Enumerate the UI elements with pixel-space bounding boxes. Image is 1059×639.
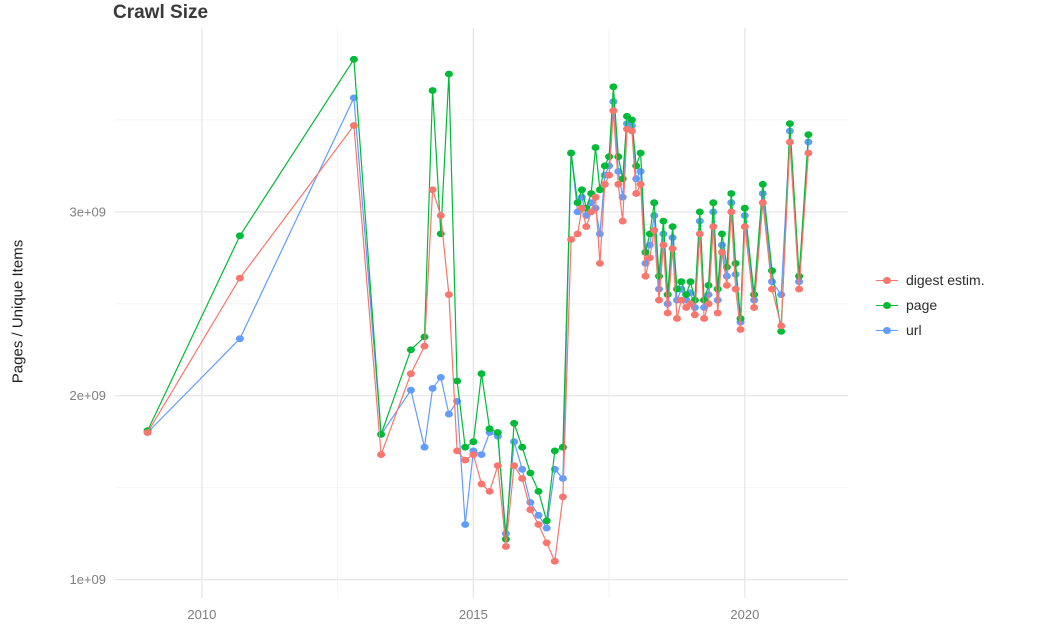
svg-text:1e+09: 1e+09 — [69, 572, 106, 587]
svg-text:2020: 2020 — [730, 607, 759, 622]
legend-item-page: page — [876, 297, 985, 313]
legend-key-dot-digest — [876, 273, 898, 287]
legend-item-url: url — [876, 322, 985, 338]
svg-text:3e+09: 3e+09 — [69, 204, 106, 219]
svg-text:2015: 2015 — [459, 607, 488, 622]
legend-key-dot-url — [876, 323, 898, 337]
legend-label-digest: digest estim. — [906, 272, 985, 288]
y-axis-label: Pages / Unique Items — [9, 239, 27, 384]
chart-legend: digest estim. page url — [876, 272, 985, 338]
svg-text:2e+09: 2e+09 — [69, 388, 106, 403]
legend-label-url: url — [906, 322, 922, 338]
svg-text:2010: 2010 — [187, 607, 216, 622]
chart-title: Crawl Size — [113, 2, 209, 23]
legend-item-digest-estim: digest estim. — [876, 272, 985, 288]
legend-key-dot-page — [876, 298, 898, 312]
legend-label-page: page — [906, 297, 938, 313]
